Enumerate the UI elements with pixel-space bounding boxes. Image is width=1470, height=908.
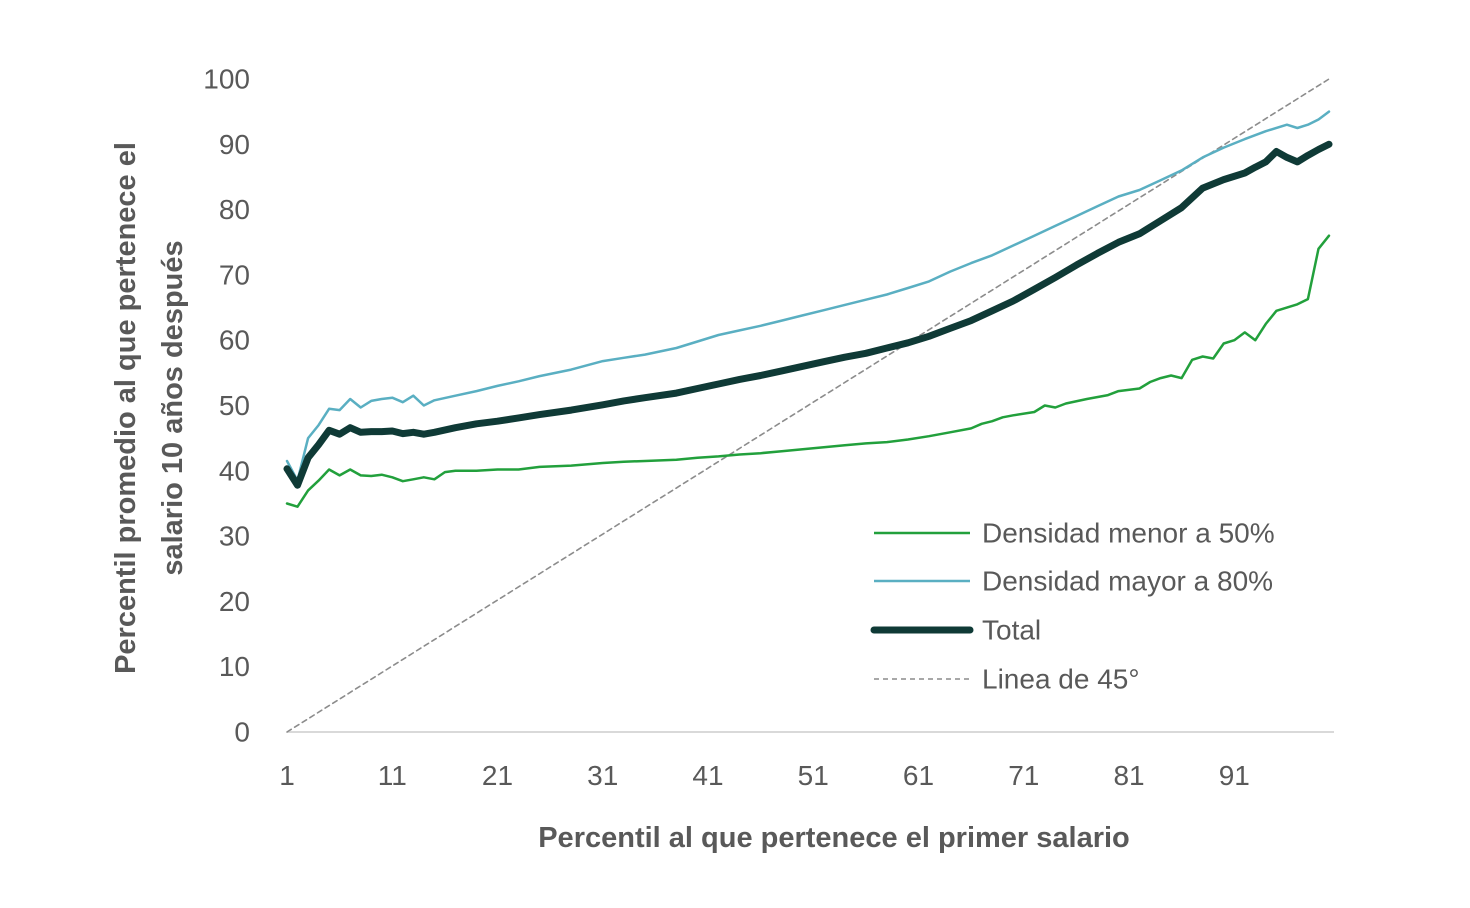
x-tick-label: 1: [279, 760, 295, 791]
y-tick-label: 90: [219, 129, 250, 160]
y-tick-label: 50: [219, 390, 250, 421]
legend-label-densidad-mayor-a-80: Densidad mayor a 80%: [982, 566, 1273, 597]
x-tick-label: 31: [587, 760, 618, 791]
y-tick-label: 40: [219, 455, 250, 486]
legend-label-densidad-menor-a-50: Densidad menor a 50%: [982, 518, 1275, 549]
y-tick-label: 0: [234, 717, 250, 748]
y-axis-title-line-1: Percentil promedio al que pertenece el: [110, 142, 142, 674]
x-tick-label: 11: [378, 760, 407, 791]
x-tick-label: 41: [692, 760, 723, 791]
x-tick-label: 21: [482, 760, 513, 791]
y-tick-label: 10: [219, 651, 250, 682]
series-line-total: [283, 140, 1333, 489]
y-tick-label: 100: [203, 64, 250, 95]
legend-label-total: Total: [982, 615, 1041, 646]
series-line-densidad-menor-a-50: [285, 234, 1331, 508]
x-tick-label: 61: [903, 760, 934, 791]
x-axis-title: Percentil al que pertenece el primer sal…: [538, 822, 1130, 854]
y-tick-label: 20: [219, 586, 250, 617]
series-line-densidad-mayor-a-80: [285, 110, 1331, 482]
y-axis-title-line-2: salario 10 años después: [157, 240, 189, 575]
y-tick-label: 60: [219, 325, 250, 356]
x-tick-label: 51: [798, 760, 829, 791]
x-tick-label: 81: [1113, 760, 1144, 791]
y-tick-label: 80: [219, 194, 250, 225]
x-axis-ticks: 1 11 21 31 41 51 61 71 81 91: [279, 760, 1250, 791]
y-tick-label: 30: [219, 521, 250, 552]
series-line-linea-de-45: [286, 78, 1330, 733]
x-tick-label: 71: [1008, 760, 1039, 791]
x-tick-label: 91: [1219, 760, 1250, 791]
y-tick-label: 70: [219, 259, 250, 290]
legend-label-linea-de-45: Linea de 45°: [982, 664, 1140, 695]
series-group: [283, 78, 1333, 733]
y-axis-ticks: 0 10 20 30 40 50 60 70 80 90 100: [203, 64, 250, 748]
y-axis-title: Percentil promedio al que pertenece el s…: [110, 142, 189, 674]
legend: Densidad menor a 50% Densidad mayor a 80%…: [870, 518, 1275, 695]
